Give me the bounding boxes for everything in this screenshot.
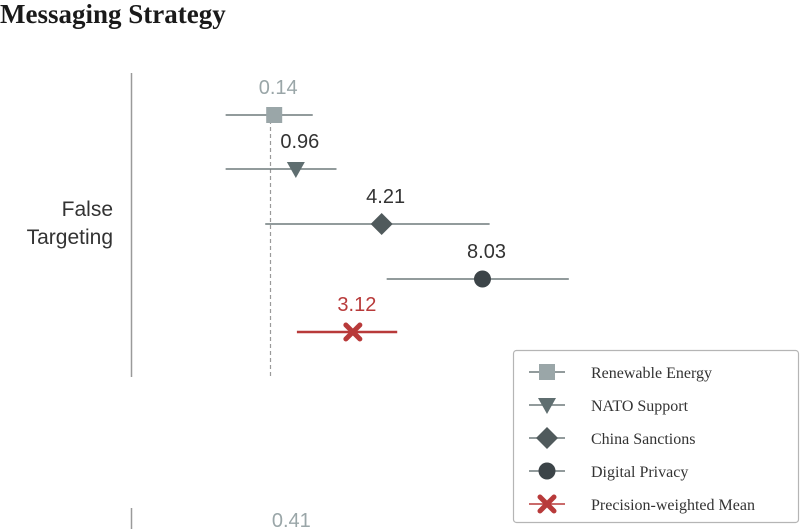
value-label: 0.96	[280, 131, 319, 153]
group-axes: False Targeting	[27, 73, 272, 529]
group-label-line: Targeting	[27, 226, 113, 249]
group-label-line: False	[62, 198, 113, 221]
value-label: 3.12	[337, 294, 376, 316]
legend-marker	[536, 427, 558, 449]
legend-label: China Sanctions	[591, 431, 695, 448]
value-label: 0.14	[259, 77, 298, 99]
point-marker	[286, 162, 305, 178]
value-label: 8.03	[467, 241, 506, 263]
legend-marker	[537, 494, 557, 514]
legend-label: Precision-weighted Mean	[591, 497, 755, 514]
legend-marker	[538, 462, 556, 480]
legend-label: Renewable Energy	[591, 365, 712, 382]
chart-marks: 0.14 0.96 4.21 8.03 3.12 0.41	[225, 77, 569, 529]
point-marker	[343, 322, 363, 342]
value-label: 4.21	[366, 186, 405, 208]
point-marker	[266, 107, 283, 123]
legend-box	[512, 349, 800, 524]
chart-title: Messaging Strategy	[0, 0, 226, 29]
value-label: 0.41	[272, 510, 311, 529]
legend-marker	[538, 398, 556, 414]
group-label: False Targeting	[27, 198, 113, 249]
legend: Renewable Energy NATO Support China Sancti…	[512, 349, 800, 524]
legend-label: NATO Support	[591, 398, 689, 415]
legend-marker	[539, 364, 555, 380]
legend-label: Digital Privacy	[591, 464, 688, 481]
point-marker	[370, 213, 393, 235]
point-marker	[473, 270, 491, 288]
